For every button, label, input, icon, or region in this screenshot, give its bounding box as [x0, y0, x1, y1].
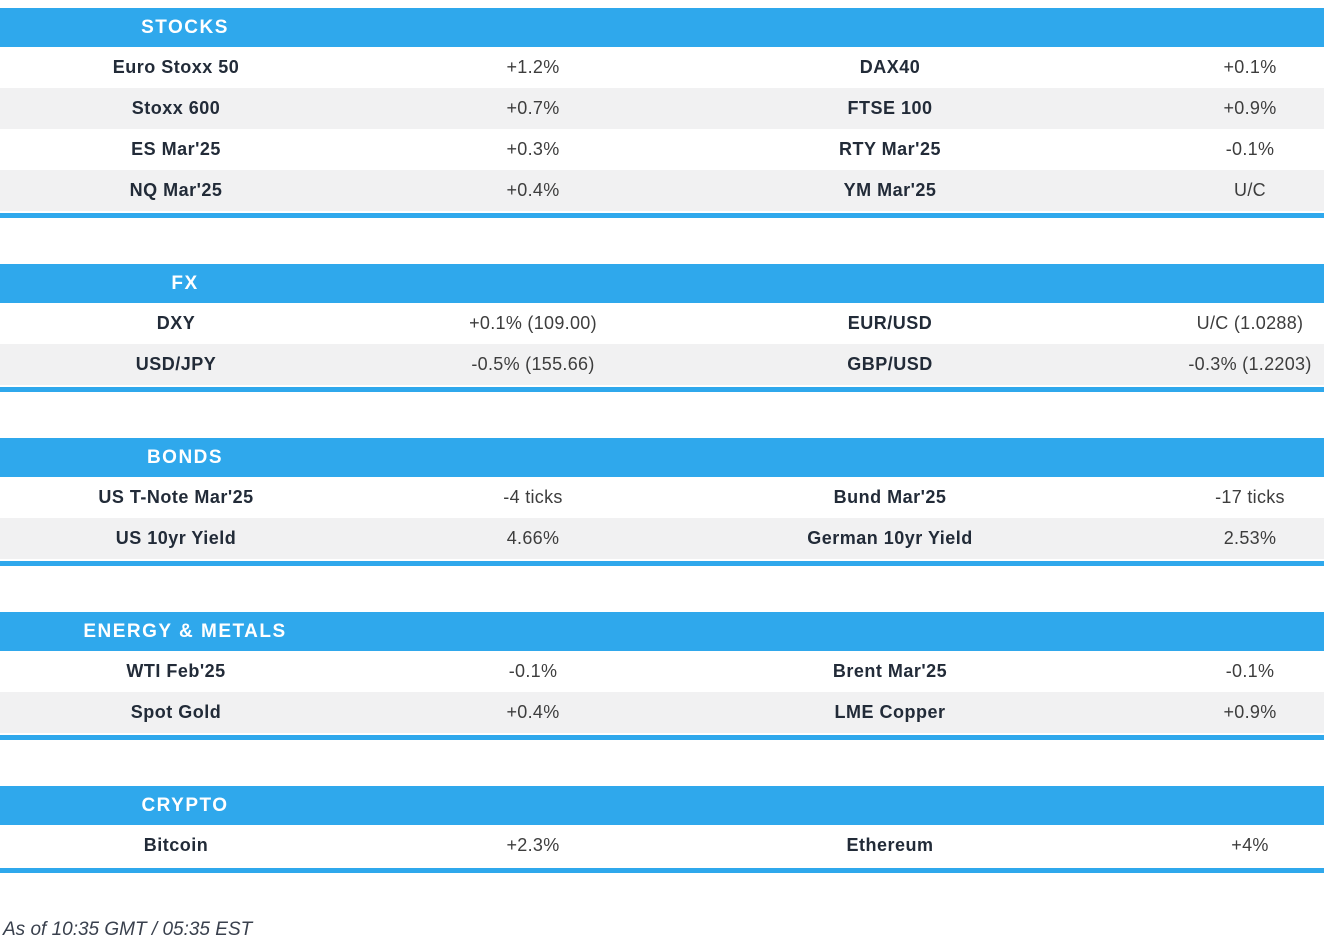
instrument-value: +4%: [1231, 835, 1269, 855]
instrument-name: FTSE 100: [847, 98, 933, 118]
section-header: FX: [0, 264, 1324, 303]
instrument-value: -0.1%: [1225, 139, 1275, 159]
section-title: CRYPTO: [141, 794, 229, 816]
section-title: STOCKS: [141, 16, 229, 38]
instrument-name: YM Mar'25: [843, 180, 937, 200]
section-header: CRYPTO: [0, 786, 1324, 825]
section-bottom-border: [0, 868, 1324, 873]
table-row: USD/JPY -0.5% (155.66) GBP/USD -0.3% (1.…: [0, 344, 1324, 385]
instrument-name: German 10yr Yield: [807, 528, 973, 548]
section-bottom-border: [0, 387, 1324, 392]
section-title: FX: [171, 272, 199, 294]
instrument-value: +0.9%: [1223, 98, 1277, 118]
section-fx: FX DXY +0.1% (109.00) EUR/USD U/C (1.028…: [0, 264, 1324, 392]
section-title: BONDS: [146, 446, 224, 468]
section-title: ENERGY & METALS: [83, 620, 287, 642]
instrument-value: -0.1%: [508, 661, 558, 681]
table-row: Spot Gold +0.4% LME Copper +0.9%: [0, 692, 1324, 733]
instrument-value: +2.3%: [506, 835, 560, 855]
instrument-name: USD/JPY: [135, 354, 217, 374]
instrument-value: -0.1%: [1225, 661, 1275, 681]
instrument-value: +0.7%: [506, 98, 560, 118]
section-bonds: BONDS US T-Note Mar'25 -4 ticks Bund Mar…: [0, 438, 1324, 566]
instrument-name: GBP/USD: [847, 354, 933, 374]
instrument-value: 4.66%: [506, 528, 560, 548]
instrument-name: Euro Stoxx 50: [112, 57, 240, 77]
instrument-value: U/C (1.0288): [1196, 313, 1304, 333]
instrument-value: -4 ticks: [503, 487, 563, 507]
instrument-name: DAX40: [859, 57, 921, 77]
instrument-name: Spot Gold: [130, 702, 222, 722]
table-row: NQ Mar'25 +0.4% YM Mar'25 U/C: [0, 170, 1324, 211]
instrument-name: Bund Mar'25: [833, 487, 947, 507]
section-bottom-border: [0, 561, 1324, 566]
table-row: DXY +0.1% (109.00) EUR/USD U/C (1.0288): [0, 303, 1324, 344]
table-row: US 10yr Yield 4.66% German 10yr Yield 2.…: [0, 518, 1324, 559]
instrument-name: LME Copper: [834, 702, 946, 722]
instrument-name: Ethereum: [846, 835, 934, 855]
instrument-value: +0.3%: [506, 139, 560, 159]
section-header: STOCKS: [0, 8, 1324, 47]
instrument-name: RTY Mar'25: [839, 139, 941, 159]
instrument-name: Stoxx 600: [131, 98, 221, 118]
instrument-name: Bitcoin: [143, 835, 209, 855]
table-row: WTI Feb'25 -0.1% Brent Mar'25 -0.1%: [0, 651, 1324, 692]
instrument-value: +0.4%: [506, 180, 560, 200]
table-row: Stoxx 600 +0.7% FTSE 100 +0.9%: [0, 88, 1324, 129]
section-energy-metals: ENERGY & METALS WTI Feb'25 -0.1% Brent M…: [0, 612, 1324, 740]
instrument-value: -0.3% (1.2203): [1188, 354, 1312, 374]
section-bottom-border: [0, 213, 1324, 218]
instrument-value: +0.4%: [506, 702, 560, 722]
section-stocks: STOCKS Euro Stoxx 50 +1.2% DAX40 +0.1% S…: [0, 8, 1324, 218]
section-header: BONDS: [0, 438, 1324, 477]
section-crypto: CRYPTO Bitcoin +2.3% Ethereum +4%: [0, 786, 1324, 873]
instrument-name: DXY: [156, 313, 196, 333]
instrument-name: US 10yr Yield: [115, 528, 237, 548]
table-row: US T-Note Mar'25 -4 ticks Bund Mar'25 -1…: [0, 477, 1324, 518]
instrument-value: +0.1%: [1223, 57, 1277, 77]
instrument-name: Brent Mar'25: [832, 661, 948, 681]
instrument-name: ES Mar'25: [131, 139, 221, 159]
instrument-name: NQ Mar'25: [129, 180, 223, 200]
table-row: Euro Stoxx 50 +1.2% DAX40 +0.1%: [0, 47, 1324, 88]
table-row: ES Mar'25 +0.3% RTY Mar'25 -0.1%: [0, 129, 1324, 170]
section-bottom-border: [0, 735, 1324, 740]
instrument-value: +0.1% (109.00): [469, 313, 597, 333]
instrument-value: U/C: [1234, 180, 1266, 200]
instrument-name: EUR/USD: [847, 313, 933, 333]
instrument-value: -17 ticks: [1215, 487, 1285, 507]
table-row: Bitcoin +2.3% Ethereum +4%: [0, 825, 1324, 866]
instrument-value: +0.9%: [1223, 702, 1277, 722]
instrument-value: 2.53%: [1223, 528, 1277, 548]
instrument-value: -0.5% (155.66): [471, 354, 595, 374]
instrument-name: WTI Feb'25: [126, 661, 226, 681]
timestamp-note: As of 10:35 GMT / 05:35 EST: [3, 919, 253, 940]
instrument-name: US T-Note Mar'25: [98, 487, 254, 507]
instrument-value: +1.2%: [506, 57, 560, 77]
section-header: ENERGY & METALS: [0, 612, 1324, 651]
